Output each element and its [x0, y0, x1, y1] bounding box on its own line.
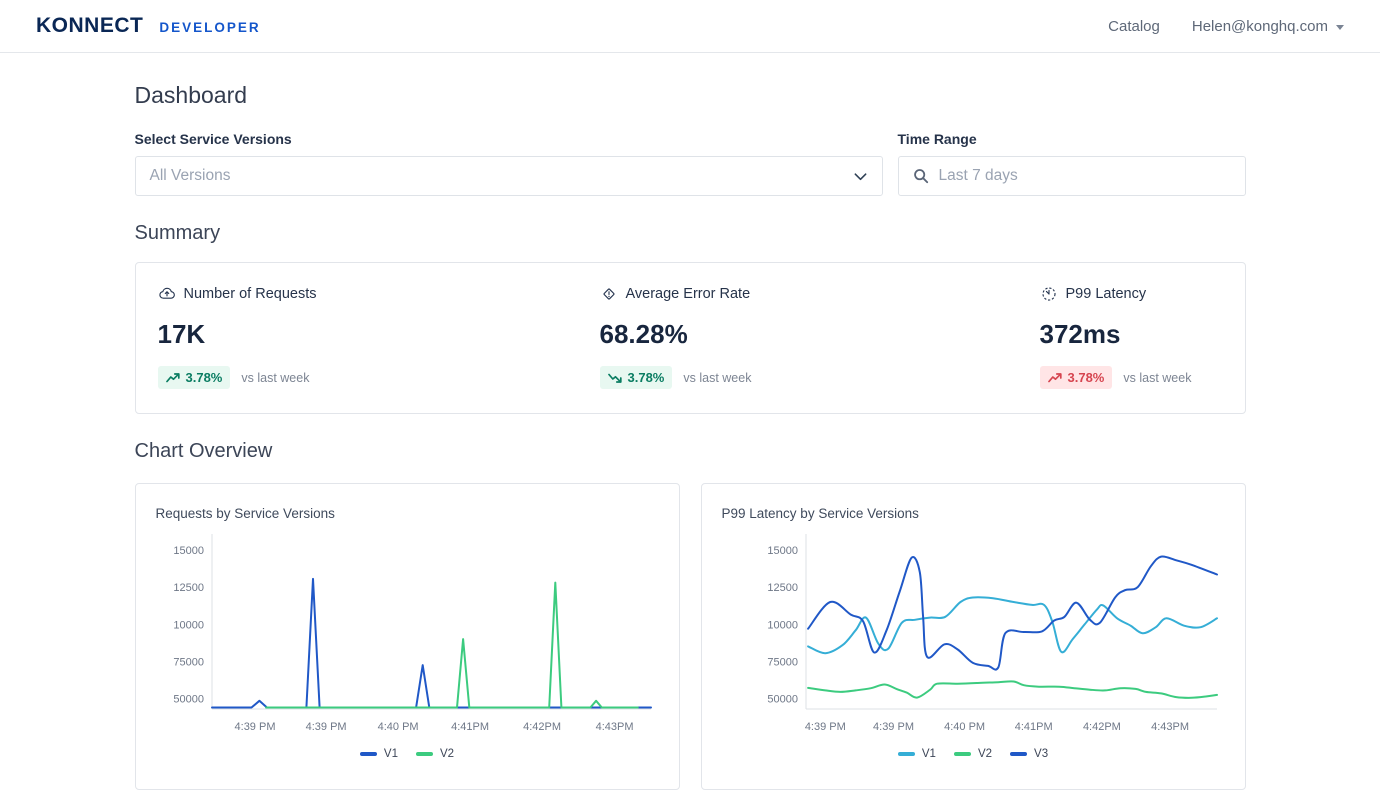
legend-label: V2 [978, 748, 992, 760]
compare-text: vs last week [241, 371, 309, 385]
requests-line-chart: 15000 12500 10000 75000 50000 4:39 PM 4:39 PM 4… [156, 529, 659, 746]
top-navigation-bar: KONNECT DEVELOPER Catalog Helen@konghq.c… [0, 0, 1380, 53]
error-diamond-icon [600, 285, 618, 303]
series-line-v1 [212, 579, 651, 708]
user-email: Helen@konghq.com [1192, 18, 1328, 35]
legend-swatch [1010, 752, 1027, 756]
legend-swatch [416, 752, 433, 756]
brand-logo[interactable]: KONNECT DEVELOPER [36, 14, 261, 38]
y-axis-tick-label: 15000 [767, 545, 798, 557]
y-axis-tick-label: 75000 [767, 656, 798, 668]
line-chart-svg: 15000 12500 10000 75000 50000 4:39 PM 4:39 PM 4… [750, 529, 1227, 741]
chart-overview-section-title: Chart Overview [135, 440, 1246, 463]
y-axis-tick-label: 12500 [767, 582, 798, 594]
legend-swatch [360, 752, 377, 756]
y-axis-tick-label: 10000 [173, 619, 204, 631]
trend-down-icon [608, 373, 622, 383]
stat-value: 68.28% [600, 319, 1040, 350]
legend-swatch [898, 752, 915, 756]
series-line-v2 [808, 681, 1217, 697]
chevron-down-icon [1336, 25, 1344, 30]
stat-value: 17K [158, 319, 600, 350]
x-axis-tick-label: 4:39 PM [804, 721, 845, 733]
x-axis-tick-label: 4:40 PM [377, 721, 418, 733]
delta-badge: 3.78% [600, 366, 673, 389]
stat-average-error-rate: Average Error Rate 68.28% 3.78% vs last … [600, 285, 1040, 389]
time-range-search[interactable] [898, 156, 1246, 196]
legend-item-v1[interactable]: V1 [360, 748, 398, 760]
y-axis-tick-label: 15000 [173, 545, 204, 557]
chart-legend: V1 V2 [156, 748, 659, 760]
latency-line-chart: 15000 12500 10000 75000 50000 4:39 PM 4:39 PM 4… [750, 529, 1225, 746]
stat-label: Number of Requests [184, 286, 317, 302]
legend-label: V1 [922, 748, 936, 760]
legend-swatch [954, 752, 971, 756]
legend-label: V2 [440, 748, 454, 760]
top-nav-links: Catalog Helen@konghq.com [1108, 18, 1344, 35]
x-axis-tick-label: 4:42PM [523, 721, 561, 733]
logo-developer: DEVELOPER [159, 20, 260, 35]
chart-title: P99 Latency by Service Versions [722, 506, 1225, 521]
stat-value: 372ms [1040, 319, 1245, 350]
chart-title: Requests by Service Versions [156, 506, 659, 521]
chevron-down-icon [853, 170, 868, 183]
line-chart-svg: 15000 12500 10000 75000 50000 4:39 PM 4:39 PM 4… [156, 529, 661, 741]
series-line-v3 [808, 556, 1217, 669]
y-axis-tick-label: 10000 [767, 619, 798, 631]
x-axis-tick-label: 4:39 PM [234, 721, 275, 733]
y-axis-tick-label: 50000 [767, 694, 798, 706]
stat-number-of-requests: Number of Requests 17K 3.78% vs last wee… [158, 285, 600, 389]
requests-chart-card: Requests by Service Versions 15000125001… [135, 483, 680, 790]
delta-badge: 3.78% [1040, 366, 1113, 389]
x-axis-tick-label: 4:43PM [595, 721, 633, 733]
time-range-label: Time Range [898, 131, 1246, 147]
legend-label: V1 [384, 748, 398, 760]
legend-item-v1[interactable]: V1 [898, 748, 936, 760]
service-versions-value: All Versions [150, 167, 231, 185]
trend-up-icon [1048, 373, 1062, 383]
dashboard-page: Dashboard Select Service Versions All Ve… [135, 82, 1246, 800]
x-axis-tick-label: 4:41PM [1014, 721, 1052, 733]
x-axis-tick-label: 4:41PM [451, 721, 489, 733]
x-axis-tick-label: 4:42PM [1082, 721, 1120, 733]
chart-legend: V1 V2 V3 [722, 748, 1225, 760]
legend-label: V3 [1034, 748, 1048, 760]
delta-value: 3.78% [628, 370, 665, 385]
x-axis-tick-label: 4:40 PM [944, 721, 985, 733]
charts-row: Requests by Service Versions 15000125001… [135, 483, 1246, 800]
stat-p99-latency: P99 Latency 372ms 3.78% vs last week [1040, 285, 1245, 389]
user-menu[interactable]: Helen@konghq.com [1192, 18, 1344, 35]
delta-value: 3.78% [1068, 370, 1105, 385]
delta-badge: 3.78% [158, 366, 231, 389]
trend-up-icon [166, 373, 180, 383]
compare-text: vs last week [1123, 371, 1191, 385]
service-versions-label: Select Service Versions [135, 131, 883, 147]
y-axis-tick-label: 75000 [173, 656, 204, 668]
legend-item-v2[interactable]: V2 [416, 748, 454, 760]
y-axis-tick-label: 12500 [173, 582, 204, 594]
service-versions-select[interactable]: All Versions [135, 156, 883, 196]
series-line-v2 [266, 583, 638, 708]
page-title: Dashboard [135, 82, 1246, 109]
nav-catalog-link[interactable]: Catalog [1108, 18, 1160, 35]
delta-value: 3.78% [186, 370, 223, 385]
legend-item-v3[interactable]: V3 [1010, 748, 1048, 760]
legend-item-v2[interactable]: V2 [954, 748, 992, 760]
x-axis-tick-label: 4:39 PM [305, 721, 346, 733]
stat-label: Average Error Rate [626, 286, 751, 302]
latency-chart-card: P99 Latency by Service Versions 15000 125… [701, 483, 1246, 790]
stat-label: P99 Latency [1066, 286, 1147, 302]
logo-konnect: KONNECT [36, 14, 143, 38]
cloud-upload-icon [158, 285, 176, 303]
time-range-input[interactable] [939, 167, 1231, 185]
summary-section-title: Summary [135, 222, 1246, 245]
x-axis-tick-label: 4:43PM [1151, 721, 1189, 733]
y-axis-tick-label: 50000 [173, 694, 204, 706]
filters-row: Select Service Versions All Versions Tim… [135, 131, 1246, 196]
summary-card: Number of Requests 17K 3.78% vs last wee… [135, 262, 1246, 414]
search-icon [913, 168, 929, 184]
latency-timer-icon [1040, 285, 1058, 303]
x-axis-tick-label: 4:39 PM [873, 721, 914, 733]
compare-text: vs last week [683, 371, 751, 385]
